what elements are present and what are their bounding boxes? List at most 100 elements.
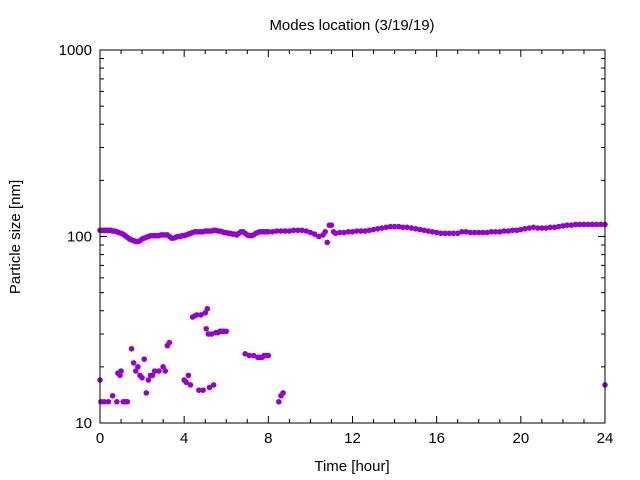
data-point [332,230,339,237]
data-point [208,331,215,337]
plot-frame [99,49,606,424]
data-point [328,222,335,228]
data-point [576,221,583,228]
data-point [294,227,301,234]
data-point [265,228,272,235]
data-point [311,231,318,237]
data-point [395,223,402,230]
data-point [156,368,162,374]
data-point [322,228,328,235]
data-point [585,221,591,228]
data-point [496,228,503,235]
x-tick-label: 12 [344,430,361,447]
y-tick-label: 100 [67,229,92,246]
data-point [187,382,194,388]
x-tick-label: 20 [512,430,529,447]
x-tick-label: 4 [180,430,188,447]
data-point [572,221,579,228]
data-point [151,368,158,374]
data-point [463,228,469,235]
data-point [124,398,131,405]
data-point [242,350,248,357]
data-point [282,228,288,234]
data-point [250,352,257,359]
data-point [505,228,512,234]
data-point [534,225,541,231]
data-point [141,356,147,362]
data-point [597,221,604,228]
data-point [425,228,432,234]
data-point [589,221,596,228]
data-point [345,228,352,235]
data-point [387,223,394,230]
data-point [132,368,139,374]
data-point [358,228,364,234]
data-point [475,229,482,236]
data-point [581,221,587,228]
data-point [438,230,444,237]
data-point [299,227,305,234]
data-point [145,377,152,383]
data-point [160,364,166,370]
data-point [183,379,190,386]
data-point [210,382,217,388]
data-point [560,223,566,229]
data-point [128,345,135,352]
data-point [509,227,516,234]
data-point [349,228,356,235]
data-point [130,360,137,366]
data-point [185,372,192,379]
data-point [280,390,286,396]
data-point [105,398,112,405]
data-point [450,230,457,237]
x-tick-label: 8 [264,430,272,447]
data-point [341,229,347,236]
data-point [246,352,253,359]
data-point [383,224,389,231]
data-point [303,228,310,234]
data-point [433,229,440,236]
data-point [518,226,524,233]
data-point [223,328,230,335]
data-point [522,225,528,232]
data-point [337,229,343,236]
data-point [114,398,120,405]
data-point [429,228,436,235]
data-point [203,325,210,332]
chart-title: Modes location (3/19/19) [269,17,434,34]
data-point [526,225,533,231]
data-point [501,228,507,234]
data-point [276,398,282,405]
data-point [379,225,385,231]
data-point [593,221,600,228]
data-point [412,225,419,232]
data-point [324,239,331,246]
data-point [193,312,200,318]
y-tick-label: 10 [75,415,92,432]
data-point [118,368,124,374]
data-point [480,229,486,236]
y-axis-label: Particle size [nm] [7,180,24,294]
data-point [551,224,558,231]
data-point [513,227,520,234]
x-tick-label: 0 [96,430,104,447]
data-point [374,225,381,232]
data-point [555,223,562,230]
data-point [547,224,554,231]
data-point [149,372,156,379]
x-tick-label: 24 [597,430,614,447]
data-point [492,228,499,235]
data-point [166,339,173,346]
data-point [530,224,537,231]
data-point [307,229,314,236]
data-point [278,228,284,234]
y-tick-label: 1000 [59,42,92,59]
data-point [421,227,427,234]
data-point [543,225,549,231]
data-point [316,233,322,240]
data-point [404,224,411,231]
data-point [454,230,461,237]
data-point [273,228,280,234]
data-point [417,226,423,233]
